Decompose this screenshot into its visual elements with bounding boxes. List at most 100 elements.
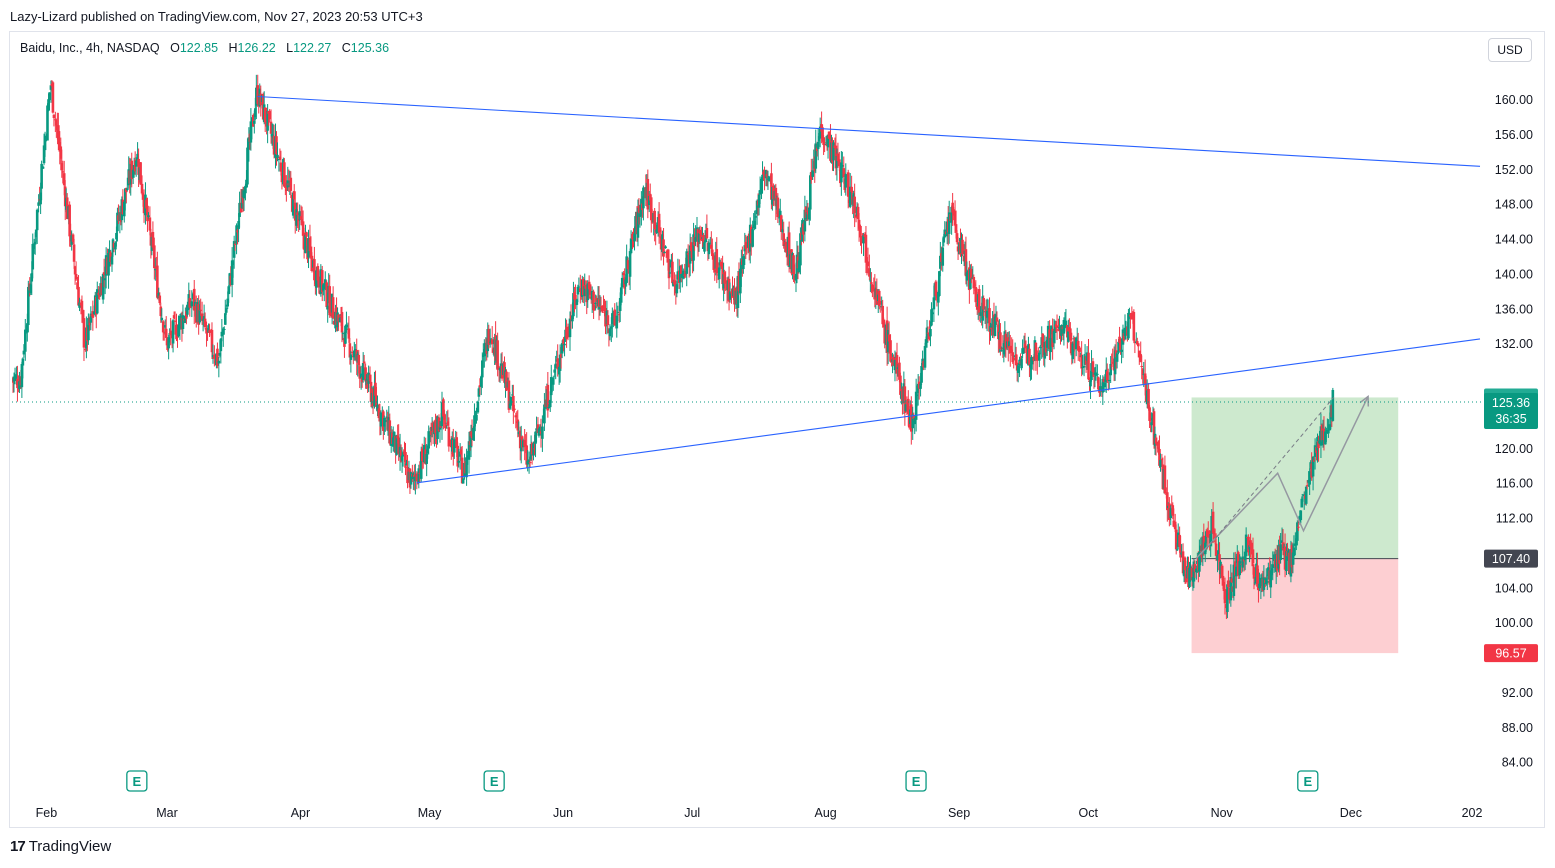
y-axis-label: 84.00 [1502, 756, 1533, 770]
candle-body [203, 318, 207, 328]
y-axis-label: 100.00 [1495, 616, 1533, 630]
candle [662, 228, 665, 266]
candle-body [1156, 441, 1159, 446]
candle [1168, 497, 1171, 527]
currency-button[interactable]: USD [1488, 38, 1532, 62]
candle [362, 354, 366, 369]
candle [547, 404, 551, 409]
candle-body [937, 292, 940, 303]
candle-body [256, 85, 260, 104]
candle-body [1020, 358, 1023, 369]
candle [469, 424, 473, 458]
candle-body [436, 416, 439, 439]
candle [177, 315, 180, 338]
candle [1133, 339, 1137, 354]
candle-body [1311, 456, 1315, 477]
candle [512, 384, 515, 424]
candle-body [901, 388, 904, 401]
candle [659, 229, 663, 261]
candle-body [1004, 333, 1008, 350]
candle [230, 247, 234, 298]
candle [100, 276, 104, 296]
candle-body [291, 192, 295, 216]
candle [1262, 565, 1266, 597]
candle [1110, 353, 1113, 370]
candle [1206, 521, 1210, 538]
candle-body [753, 220, 756, 229]
candle-body [310, 255, 314, 271]
candle-body [558, 354, 562, 371]
candle [1188, 561, 1191, 589]
candle [1301, 493, 1305, 502]
candle [673, 272, 676, 296]
tradingview-brand[interactable]: 17 TradingView [10, 838, 111, 855]
candle-body [1038, 352, 1041, 361]
candle-body [1058, 327, 1061, 329]
candle [993, 313, 997, 337]
candle-body [913, 418, 917, 425]
candle-body [1238, 561, 1242, 576]
candle-body [1308, 471, 1311, 485]
candle [1085, 346, 1089, 370]
high-label: H [228, 41, 238, 55]
candle-body [161, 321, 165, 333]
candle [1232, 552, 1236, 601]
candle-body [930, 309, 933, 326]
candle [754, 210, 757, 230]
candle-body [175, 324, 178, 340]
candle-body [490, 339, 494, 345]
candle-body [563, 343, 566, 346]
candle-body [926, 332, 930, 334]
candle-body [523, 439, 526, 447]
earnings-label: E [1303, 774, 1312, 789]
candle-body [1301, 494, 1305, 496]
candle-body [391, 437, 395, 447]
candle-body [1188, 567, 1191, 588]
candle [1111, 348, 1114, 365]
candle-body [1107, 380, 1111, 382]
candle [72, 238, 76, 269]
candle [406, 454, 409, 489]
candle-body [925, 327, 929, 343]
candle-body [643, 187, 646, 191]
candle-body [1312, 460, 1316, 462]
candle-body [413, 474, 416, 477]
chart-frame [9, 31, 1545, 828]
candle-body [923, 346, 927, 368]
candle-body [1295, 538, 1298, 545]
candle-body [686, 253, 690, 255]
candle [1327, 419, 1330, 438]
candle-body [723, 272, 726, 284]
candle [827, 131, 831, 140]
candle-body [511, 394, 514, 396]
candle [1331, 387, 1335, 422]
candle [465, 448, 468, 486]
candle [904, 399, 908, 413]
candle [509, 396, 513, 410]
candle-body [991, 318, 994, 328]
candle-body [997, 324, 1000, 340]
candle-body [192, 288, 196, 311]
candle [65, 193, 69, 220]
candle-body [1198, 552, 1201, 572]
candle-body [1138, 350, 1141, 358]
candle-body [483, 349, 486, 357]
candle [348, 338, 352, 365]
candle-body [1150, 422, 1153, 426]
candle [231, 259, 235, 278]
candle [61, 160, 65, 184]
candle-body [878, 300, 882, 305]
candle [112, 241, 116, 253]
candle [448, 439, 452, 444]
candle-body [1140, 365, 1144, 367]
candle-body [910, 404, 913, 432]
candle-body [42, 145, 46, 164]
candle-body [232, 241, 236, 258]
candle-body [137, 158, 140, 175]
candles [12, 74, 1335, 620]
candle-body [988, 308, 991, 332]
candle [255, 74, 258, 120]
candle-body [986, 311, 990, 315]
candle-body [205, 328, 208, 334]
